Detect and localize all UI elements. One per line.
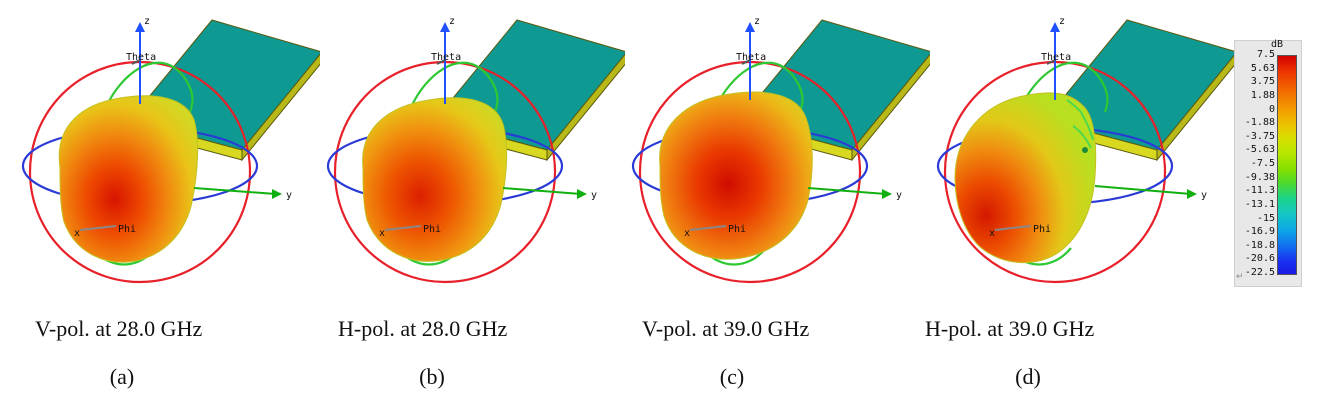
z-arrowhead bbox=[440, 22, 450, 32]
z-label: z bbox=[144, 16, 150, 27]
label-c: (c) bbox=[719, 364, 745, 389]
colorbar-tick: 7.5 bbox=[1256, 49, 1275, 60]
colorbar-tick: -15 bbox=[1256, 212, 1275, 224]
y-label: y bbox=[286, 190, 292, 201]
caption-b: H-pol. at 28.0 GHz bbox=[338, 316, 508, 341]
pattern-panel-d: z Theta y x Phi bbox=[935, 8, 1235, 300]
z-arrowhead bbox=[745, 22, 755, 32]
colorbar-tick: -3.75 bbox=[1244, 130, 1275, 142]
radiation-pattern-a bbox=[58, 95, 199, 263]
theta-label: Theta bbox=[431, 52, 461, 63]
return-mark-icon: ↵ bbox=[1236, 272, 1244, 282]
phi-axis bbox=[384, 225, 422, 231]
pattern-panel-c: z Theta y x Phi bbox=[630, 8, 930, 300]
phi-label: Phi bbox=[423, 224, 441, 235]
phi-axis bbox=[994, 225, 1032, 231]
label-d: (d) bbox=[1015, 364, 1041, 389]
ground-plane-side bbox=[851, 53, 930, 162]
ground-plane-side bbox=[1156, 53, 1235, 162]
radiation-pattern-b bbox=[362, 97, 508, 262]
colorbar-tick: 5.63 bbox=[1250, 62, 1275, 74]
theta-label: Theta bbox=[736, 52, 766, 63]
x-label: x bbox=[74, 228, 80, 239]
z-label: z bbox=[449, 16, 455, 27]
theta-axis bbox=[436, 59, 446, 65]
theta-label: Theta bbox=[1041, 52, 1071, 63]
z-label: z bbox=[754, 16, 760, 27]
y-axis bbox=[502, 187, 582, 195]
y-arrowhead bbox=[1187, 189, 1197, 199]
colorbar-tick: -7.5 bbox=[1250, 158, 1275, 169]
z-label: z bbox=[1059, 16, 1065, 27]
colorbar: dB 7.5 5.63 3.75 1.88 0 -1.88 -3.75 -5.63 -7.5 -9… bbox=[1234, 39, 1302, 287]
colorbar-tick: -16.9 bbox=[1244, 226, 1275, 238]
radiation-pattern-d bbox=[954, 92, 1097, 264]
z-arrowhead bbox=[1050, 22, 1060, 32]
x-label: x bbox=[379, 228, 385, 239]
caption-c: V-pol. at 39.0 GHz bbox=[642, 316, 810, 341]
colorbar-tick: -11.3 bbox=[1244, 185, 1275, 197]
colorbar-tick: 1.88 bbox=[1250, 89, 1275, 101]
y-label: y bbox=[591, 190, 597, 201]
theta-axis bbox=[131, 59, 141, 65]
radiation-pattern-c bbox=[659, 91, 813, 260]
theta-axis bbox=[1046, 59, 1056, 65]
y-axis bbox=[193, 187, 277, 195]
phi-label: Phi bbox=[118, 224, 136, 235]
x-label: x bbox=[684, 228, 690, 239]
label-b: (b) bbox=[419, 364, 445, 389]
x-label: x bbox=[989, 228, 995, 239]
ground-plane-side bbox=[546, 53, 625, 162]
colorbar-tick: -13.1 bbox=[1244, 198, 1275, 210]
colorbar-tick: -18.8 bbox=[1244, 239, 1275, 251]
theta-axis bbox=[741, 59, 751, 65]
ground-plane-side bbox=[241, 53, 320, 162]
colorbar-tick: -9.38 bbox=[1244, 171, 1275, 183]
caption-d: H-pol. at 39.0 GHz bbox=[925, 316, 1095, 341]
y-label: y bbox=[896, 190, 902, 201]
z-arrowhead bbox=[135, 22, 145, 32]
colorbar-tick: -22.5 bbox=[1244, 267, 1275, 278]
y-axis bbox=[1094, 185, 1192, 195]
phi-axis bbox=[689, 225, 727, 231]
theta-label: Theta bbox=[126, 52, 156, 63]
pattern-fringe bbox=[1066, 99, 1094, 149]
colorbar-unit: dB bbox=[1271, 39, 1284, 50]
y-arrowhead bbox=[577, 189, 587, 199]
phi-axis bbox=[79, 225, 117, 231]
pattern-panel-a: z Theta y x Phi bbox=[20, 8, 320, 300]
caption-a: V-pol. at 28.0 GHz bbox=[35, 316, 203, 341]
y-arrowhead bbox=[882, 189, 892, 199]
y-label: y bbox=[1201, 190, 1207, 201]
fringe-dot bbox=[1082, 147, 1088, 153]
colorbar-tick: -20.6 bbox=[1244, 253, 1275, 265]
label-a: (a) bbox=[109, 364, 135, 389]
phi-label: Phi bbox=[1033, 224, 1051, 235]
colorbar-tick: -5.63 bbox=[1244, 144, 1275, 156]
colorbar-gradient bbox=[1277, 55, 1297, 275]
pattern-panel-b: z Theta y x Phi bbox=[325, 8, 625, 300]
colorbar-tick: -1.88 bbox=[1244, 117, 1275, 129]
phi-label: Phi bbox=[728, 224, 746, 235]
y-axis bbox=[807, 187, 887, 195]
colorbar-tick: 3.75 bbox=[1250, 76, 1275, 88]
y-arrowhead bbox=[272, 189, 282, 199]
colorbar-tick: 0 bbox=[1268, 103, 1275, 115]
